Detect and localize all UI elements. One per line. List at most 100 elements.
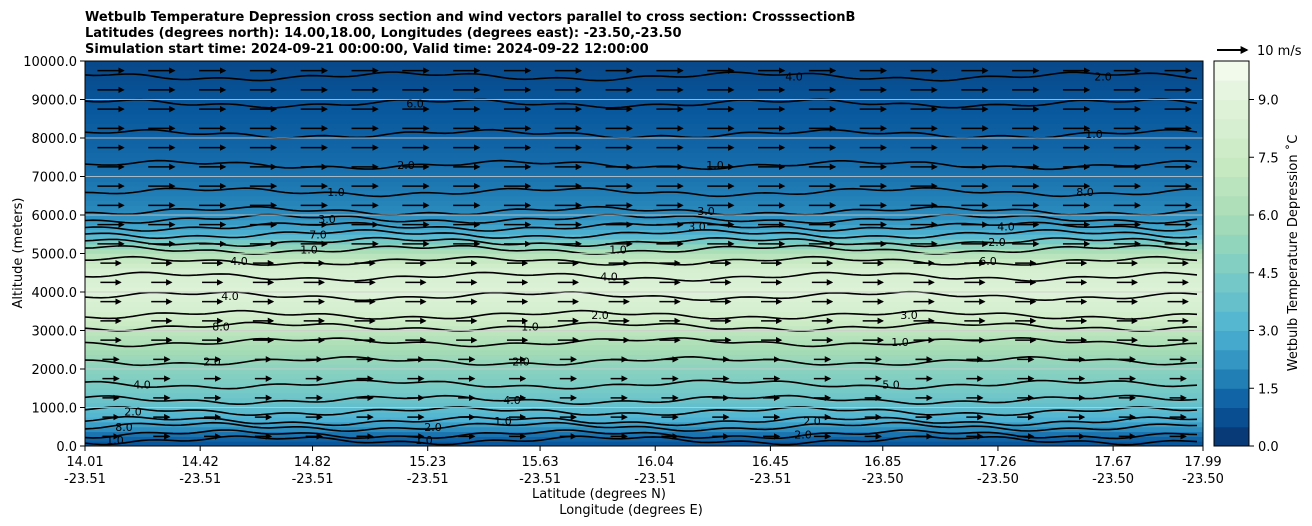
contour-line — [85, 379, 1198, 390]
x-tick-label-longitude: -23.51 — [179, 472, 221, 487]
contour-line — [85, 71, 1198, 82]
title-line-1: Wetbulb Temperature Depression cross sec… — [85, 10, 855, 25]
contour-label: 1.0 — [891, 336, 909, 349]
y-tick-label: 5000.0 — [32, 248, 78, 263]
contour-fill-band — [85, 431, 1203, 437]
contour-line — [85, 415, 1198, 427]
contour-fill-band — [85, 89, 1203, 96]
x-tick-label-longitude: -23.50 — [862, 472, 904, 487]
contour-fill-band — [85, 94, 1203, 100]
colorbar-tick-label: 0.0 — [1258, 440, 1279, 455]
contour-fill-band — [85, 411, 1203, 418]
colorbar-segment — [1214, 426, 1249, 447]
contour-label: 4.0 — [221, 290, 239, 303]
x-tick-label-latitude: 17.67 — [1095, 455, 1132, 470]
x-tick-label-longitude: -23.51 — [292, 472, 334, 487]
contour-label: 3.0 — [318, 213, 336, 226]
contour-label: 6.0 — [979, 255, 997, 268]
title-line-2: Latitudes (degrees north): 14.00,18.00, … — [85, 26, 682, 41]
contour-fill-band — [85, 151, 1203, 158]
contour-fill-band — [85, 200, 1203, 206]
contour-fill-band — [85, 108, 1203, 115]
contour-fill-band — [85, 397, 1203, 404]
contour-fill-band — [85, 79, 1203, 86]
contour-fill-band — [85, 349, 1203, 356]
colorbar-segment — [1214, 272, 1249, 293]
contour-label: 3.0 — [688, 221, 706, 234]
contour-fill-band — [85, 166, 1203, 173]
contour-label: 4.0 — [133, 378, 151, 391]
colorbar-segment — [1214, 407, 1249, 428]
quiver-key-label: 10 m/s — [1257, 44, 1302, 59]
contour-fill-band — [85, 373, 1203, 380]
contour-line — [85, 228, 1198, 240]
contour-line — [85, 186, 1197, 198]
colorbar-label: Wetbulb Temperature Depression ˚C — [1285, 135, 1301, 372]
contour-fill-band — [85, 123, 1203, 129]
colorbar-tick-label: 4.5 — [1258, 267, 1279, 282]
contour-fill-band — [85, 65, 1203, 72]
y-tick-label: 2000.0 — [32, 363, 78, 378]
colorbar-segment — [1214, 215, 1249, 235]
y-tick-label: 3000.0 — [32, 325, 78, 340]
colorbar-segment — [1214, 349, 1249, 370]
contour-label: 4.0 — [503, 394, 521, 407]
colorbar-tick-label: 1.5 — [1258, 382, 1279, 397]
x-tick-label-latitude: 16.04 — [637, 455, 674, 470]
contour-label: 2.0 — [803, 415, 821, 428]
contour-line — [85, 309, 1198, 320]
contour-fill-band — [85, 426, 1203, 433]
y-tick-label: 7000.0 — [32, 171, 78, 186]
colorbar-tick-label: 9.0 — [1258, 94, 1279, 109]
contour-label: 8.0 — [115, 421, 133, 434]
x-tick-label-longitude: -23.51 — [407, 472, 449, 487]
colorbar-segment — [1214, 234, 1249, 254]
contour-fill-band — [85, 209, 1203, 216]
contour-label: 7.0 — [309, 228, 327, 241]
colorbar-segment — [1214, 118, 1249, 139]
contour-label: 1.0 — [609, 244, 627, 257]
y-axis-label: Altitude (meters) — [11, 198, 26, 309]
contour-fill-band — [85, 243, 1203, 250]
contour-fill-band — [85, 204, 1203, 211]
contour-label: 6.0 — [406, 97, 424, 110]
contour-fill-band — [85, 320, 1203, 327]
y-tick-label: 10000.0 — [23, 55, 77, 70]
contour-fill-band — [85, 378, 1203, 384]
contour-fill-band — [85, 113, 1203, 120]
contour-fill-band — [85, 402, 1203, 408]
colorbar-frame — [1213, 60, 1250, 447]
colorbar: 0.0 1.5 3.0 4.5 6.0 7.5 9.0 — [1213, 60, 1279, 455]
contour-line — [85, 221, 1198, 232]
y-tick-label: 6000.0 — [32, 209, 78, 224]
contour-fill-band — [85, 74, 1203, 81]
contour-fill-band — [85, 363, 1203, 370]
contour-fill-band — [85, 161, 1203, 168]
contour-label: 1.0 — [494, 415, 512, 428]
x-tick-label-latitude: 14.01 — [66, 455, 103, 470]
contour-fill-band — [85, 262, 1203, 269]
contour-fill-band — [85, 147, 1203, 153]
colorbar-segment — [1214, 138, 1249, 158]
contour-label: 5.0 — [882, 378, 900, 391]
contour-fill-band — [85, 330, 1203, 336]
contour-fill-band — [85, 185, 1203, 192]
contour-fill-band — [85, 421, 1203, 428]
contour-line — [85, 205, 1198, 216]
x-axis-label-latitude: Latitude (degrees N) — [532, 487, 666, 502]
contour-fill-band — [85, 176, 1203, 182]
contour-fill-band — [85, 99, 1203, 105]
contour-label: 1.0 — [521, 321, 539, 334]
contour-fill-band — [85, 387, 1203, 394]
y-tick-label: 4000.0 — [32, 286, 78, 301]
y-tick-label: 1000.0 — [32, 402, 78, 417]
contour-line — [85, 394, 1198, 406]
contour-fill-band — [85, 435, 1203, 442]
contour-label: 1.0 — [1085, 128, 1103, 141]
x-tick-label-latitude: 17.26 — [979, 455, 1016, 470]
contour-fill-band — [85, 286, 1203, 293]
colorbar-segment — [1214, 80, 1249, 100]
x-tick-label-longitude: -23.51 — [634, 472, 676, 487]
colorbar-segment — [1214, 330, 1249, 351]
